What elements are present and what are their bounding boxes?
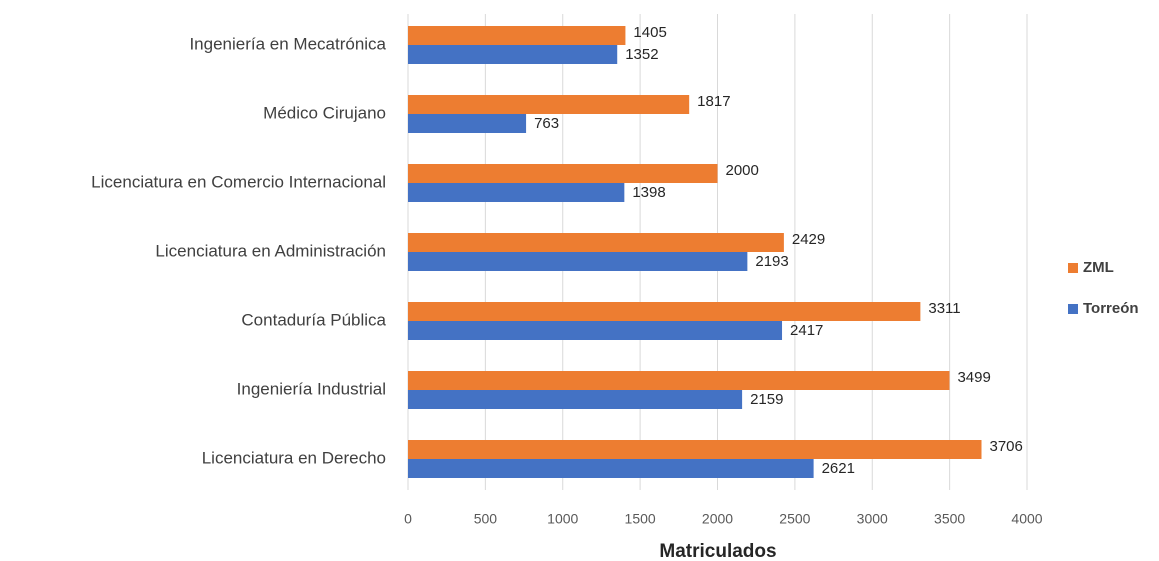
- x-tick-label: 4000: [1011, 511, 1042, 527]
- bar: [408, 95, 690, 114]
- bar: [408, 459, 814, 478]
- legend-swatch: [1068, 263, 1078, 273]
- y-tick-label: Licenciatura en Administración: [155, 241, 386, 260]
- x-tick-label: 0: [404, 511, 412, 527]
- data-label: 2193: [755, 253, 788, 270]
- bar: [408, 45, 618, 64]
- legend-swatch: [1068, 304, 1078, 314]
- bar: [408, 233, 784, 252]
- x-tick-label: 3500: [934, 511, 965, 527]
- bar: [408, 371, 950, 390]
- x-tick-label: 2500: [779, 511, 810, 527]
- data-label: 2417: [790, 322, 823, 339]
- x-tick-label: 500: [474, 511, 498, 527]
- x-tick-label: 2000: [702, 511, 733, 527]
- bar: [408, 321, 783, 340]
- y-tick-label: Licenciatura en Comercio Internacional: [91, 172, 386, 191]
- data-label: 1817: [697, 93, 730, 110]
- bar: [408, 252, 748, 271]
- data-label: 2429: [792, 231, 825, 248]
- y-tick-label: Ingeniería Industrial: [237, 379, 386, 398]
- x-tick-label: 1500: [625, 511, 656, 527]
- x-tick-label: 1000: [547, 511, 578, 527]
- y-tick-label: Contaduría Pública: [241, 310, 386, 329]
- legend-label: ZML: [1083, 259, 1114, 276]
- bar: [408, 114, 527, 133]
- bar: [408, 183, 625, 202]
- data-label: 1352: [625, 46, 658, 63]
- data-label: 3706: [990, 438, 1023, 455]
- bar: [408, 26, 626, 45]
- bar: [408, 390, 743, 409]
- data-label: 3311: [928, 300, 960, 317]
- data-label: 763: [534, 115, 559, 132]
- data-label: 2621: [822, 460, 855, 477]
- y-tick-label: Médico Cirujano: [263, 103, 386, 122]
- data-label: 2000: [726, 162, 759, 179]
- x-tick-label: 3000: [857, 511, 888, 527]
- y-tick-label: Ingeniería en Mecatrónica: [189, 34, 386, 53]
- bar: [408, 440, 982, 459]
- bar: [408, 164, 718, 183]
- data-label: 2159: [750, 391, 783, 408]
- data-label: 1398: [632, 184, 665, 201]
- y-tick-label: Licenciatura en Derecho: [202, 448, 386, 467]
- bar: [408, 302, 921, 321]
- x-axis-title: Matriculados: [659, 541, 776, 561]
- data-label: 3499: [957, 369, 990, 386]
- data-label: 1405: [633, 24, 666, 41]
- legend-label: Torreón: [1083, 300, 1139, 317]
